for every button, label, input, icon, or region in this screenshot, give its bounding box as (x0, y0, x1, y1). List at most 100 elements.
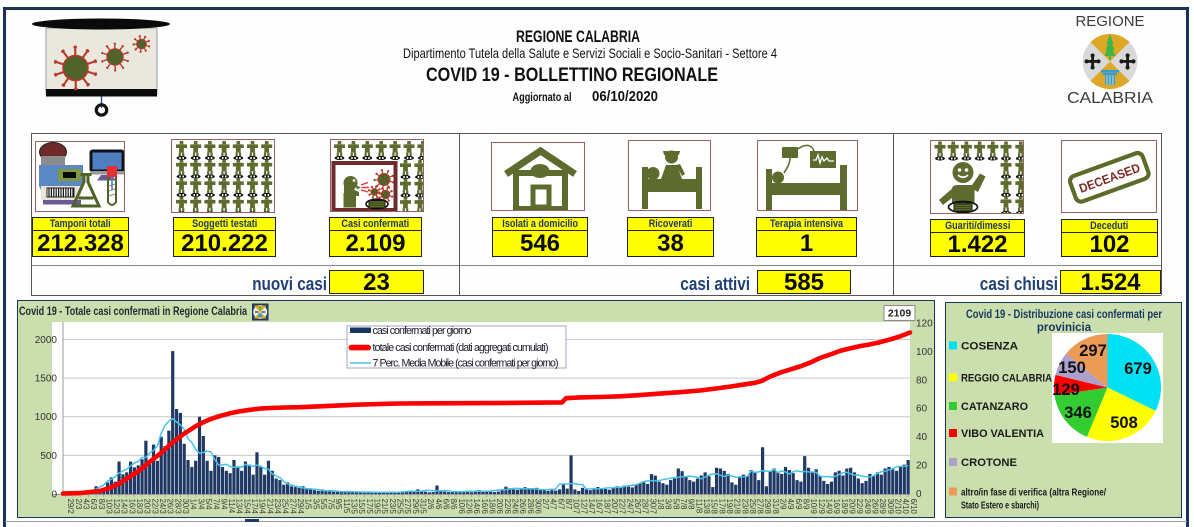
svg-text:20/7: 20/7 (610, 499, 619, 514)
svg-text:150: 150 (1058, 359, 1086, 377)
svg-text:18/6: 18/6 (487, 499, 496, 514)
svg-text:Covid 19 - Totale casi conferm: Covid 19 - Totale casi confermati in Reg… (19, 304, 247, 318)
svg-text:2109: 2109 (888, 308, 912, 320)
svg-text:25/8: 25/8 (748, 499, 757, 514)
svg-text:REGGIO CALABRIA: REGGIO CALABRIA (961, 373, 1052, 385)
svg-text:29/8: 29/8 (763, 499, 772, 514)
svg-text:30/9: 30/9 (886, 499, 895, 514)
svg-text:29/4: 29/4 (296, 499, 305, 515)
svg-text:5/8: 5/8 (671, 499, 680, 510)
svg-text:4/9: 4/9 (786, 499, 795, 510)
svg-text:0: 0 (51, 490, 57, 501)
svg-text:21/5: 21/5 (380, 499, 389, 515)
svg-text:10/6: 10/6 (457, 499, 466, 514)
svg-text:60: 60 (916, 404, 928, 415)
svg-text:VIBO VALENTIA: VIBO VALENTIA (961, 428, 1044, 440)
svg-text:CALABRIA: CALABRIA (1067, 90, 1154, 107)
svg-text:6/3: 6/3 (89, 499, 98, 510)
svg-text:40: 40 (916, 432, 928, 443)
svg-text:Stato Estero e sbarchi): Stato Estero e sbarchi) (961, 501, 1039, 512)
svg-text:4/6: 4/6 (434, 499, 443, 510)
svg-text:26/3: 26/3 (166, 499, 175, 514)
svg-text:120: 120 (916, 319, 933, 330)
svg-text:COVID 19 - BOLLETTINO REGIONAL: COVID 19 - BOLLETTINO REGIONALE (426, 65, 718, 86)
svg-text:CATANZARO: CATANZARO (961, 401, 1028, 413)
svg-text:Dipartimento Tutela della Salu: Dipartimento Tutela della Salute e Servi… (403, 45, 777, 61)
svg-text:REGIONE: REGIONE (1076, 14, 1145, 30)
svg-text:REGIONE CALABRIA: REGIONE CALABRIA (516, 27, 640, 46)
svg-text:4/10: 4/10 (901, 499, 910, 515)
svg-text:30/7: 30/7 (648, 499, 657, 514)
svg-text:4/7: 4/7 (549, 499, 558, 510)
svg-text:31/5: 31/5 (419, 499, 428, 515)
svg-text:24/9: 24/9 (863, 499, 872, 514)
svg-text:COSENZA: COSENZA (961, 341, 1018, 353)
svg-text:5/4: 5/4 (204, 499, 213, 511)
svg-text:9/5: 9/5 (334, 499, 343, 511)
svg-text:9/8: 9/8 (687, 499, 696, 510)
svg-text:19/4: 19/4 (258, 499, 267, 515)
svg-text:14/6: 14/6 (472, 499, 481, 514)
svg-text:21/4: 21/4 (265, 499, 274, 515)
svg-text:13/4: 13/4 (235, 499, 244, 515)
svg-text:30/6: 30/6 (533, 499, 542, 514)
svg-text:06/10/2020: 06/10/2020 (592, 88, 658, 105)
svg-text:129: 129 (1052, 381, 1080, 399)
svg-text:11/5: 11/5 (342, 499, 351, 514)
svg-text:31/8: 31/8 (771, 499, 780, 514)
svg-text:16/3: 16/3 (127, 499, 136, 514)
svg-text:24/7: 24/7 (625, 499, 634, 514)
svg-text:100: 100 (916, 347, 933, 358)
svg-text:14/7: 14/7 (587, 499, 596, 514)
svg-text:19/8: 19/8 (725, 499, 734, 514)
svg-text:15/5: 15/5 (357, 499, 366, 515)
svg-text:14/3: 14/3 (120, 499, 129, 514)
svg-text:Aggiornato al: Aggiornato al (513, 90, 572, 104)
svg-text:CROTONE: CROTONE (961, 457, 1017, 469)
svg-text:4/3: 4/3 (81, 499, 90, 510)
svg-text:16/7: 16/7 (595, 499, 604, 514)
svg-text:20/9: 20/9 (848, 499, 857, 514)
svg-text:1/5: 1/5 (304, 499, 313, 511)
svg-text:24/3: 24/3 (158, 499, 167, 514)
svg-text:20/3: 20/3 (143, 499, 152, 514)
svg-text:10/3: 10/3 (104, 499, 113, 514)
svg-text:14/9: 14/9 (825, 499, 834, 514)
svg-text:Covid 19 - Distribuzione casi: Covid 19 - Distribuzione casi confermati… (966, 309, 1162, 321)
svg-text:20: 20 (916, 461, 928, 472)
svg-text:8/9: 8/9 (802, 499, 811, 510)
svg-text:26/6: 26/6 (518, 499, 527, 514)
svg-text:10/9: 10/9 (809, 499, 818, 514)
svg-text:casi confermati per giorno: casi confermati per giorno (373, 325, 472, 337)
svg-text:6/10: 6/10 (909, 499, 918, 515)
svg-text:30/3: 30/3 (181, 499, 190, 514)
svg-text:15/8: 15/8 (710, 499, 719, 514)
svg-text:6/7: 6/7 (556, 499, 565, 510)
svg-text:297: 297 (1079, 342, 1107, 360)
svg-text:15/4: 15/4 (242, 499, 251, 515)
svg-text:10/7: 10/7 (572, 499, 581, 514)
svg-text:18/9: 18/9 (840, 499, 849, 514)
svg-text:29/2: 29/2 (66, 499, 75, 514)
svg-text:508: 508 (1110, 414, 1138, 432)
svg-text:3/8: 3/8 (664, 499, 673, 510)
svg-text:20/6: 20/6 (495, 499, 504, 514)
svg-text:25/5: 25/5 (396, 499, 405, 515)
svg-text:24/6: 24/6 (510, 499, 519, 514)
svg-text:19/5: 19/5 (373, 499, 382, 515)
svg-text:9/4: 9/4 (219, 499, 228, 511)
svg-text:5/5: 5/5 (319, 499, 328, 511)
svg-text:80: 80 (916, 375, 928, 386)
svg-text:679: 679 (1124, 360, 1152, 378)
svg-text:29/5: 29/5 (411, 499, 420, 515)
svg-text:totale casi confermati (dati a: totale casi confermati (dati aggregati c… (373, 342, 549, 354)
svg-text:8/6: 8/6 (449, 499, 458, 510)
svg-text:2000: 2000 (35, 335, 58, 346)
svg-text:1500: 1500 (35, 374, 58, 385)
svg-text:altro/in fase di verifica (al: altro/in fase di verifica (altra Regione… (961, 488, 1106, 499)
svg-text:500: 500 (40, 451, 57, 462)
svg-text:7 Perc. Media Mobile (casi con: 7 Perc. Media Mobile (casi confermati pe… (373, 358, 559, 370)
svg-text:provinicia: provinicia (1037, 322, 1092, 334)
svg-text:21/8: 21/8 (733, 499, 742, 514)
svg-text:13/8: 13/8 (702, 499, 711, 514)
